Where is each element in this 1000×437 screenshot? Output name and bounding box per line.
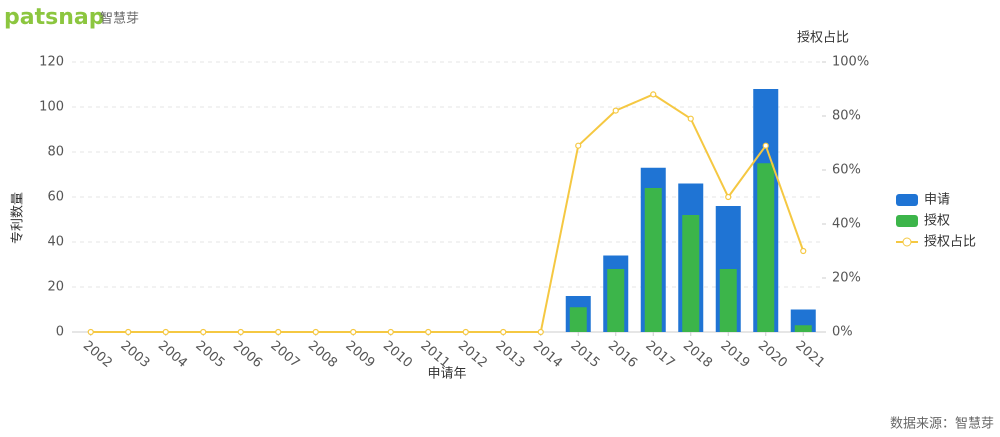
y2-tick-label: 20%	[832, 271, 861, 286]
y-tick-label: 120	[39, 55, 64, 70]
point	[800, 247, 807, 255]
x-tick-label: 2020	[755, 338, 790, 371]
point	[537, 328, 544, 336]
x-tick-label: 2014	[530, 338, 565, 371]
point	[275, 328, 282, 336]
x-tick-label: 2013	[492, 338, 527, 371]
y-tick-label: 100	[39, 100, 64, 115]
bar	[644, 188, 662, 332]
bar	[569, 307, 587, 332]
bar	[719, 269, 737, 332]
legend-label: 申请	[924, 193, 950, 208]
point	[237, 328, 244, 336]
y2-tick-label: 60%	[832, 163, 861, 178]
bar	[757, 163, 775, 332]
bar	[794, 325, 812, 332]
y-tick-label: 40	[47, 235, 64, 250]
x-tick-label: 2005	[192, 338, 227, 371]
x-tick-label: 2003	[117, 338, 152, 371]
point	[425, 328, 432, 336]
x-tick-label: 2017	[642, 338, 677, 371]
y2-tick-label: 0%	[832, 325, 853, 340]
brand-logo: patsnap	[4, 5, 104, 30]
point	[387, 328, 394, 336]
point	[312, 328, 319, 336]
x-tick-label: 2002	[80, 338, 115, 371]
line	[90, 93, 805, 333]
x-tick-label: 2016	[605, 338, 640, 371]
legend-label: 授权	[924, 213, 950, 229]
y2-tick-label: 80%	[832, 109, 861, 124]
point	[350, 328, 357, 336]
legend-swatch	[896, 194, 918, 206]
point	[500, 328, 507, 336]
legend-swatch	[896, 215, 918, 227]
x-tick-label: 2010	[380, 338, 415, 371]
x-tick-label: 2015	[567, 338, 602, 371]
y-tick-label: 60	[47, 190, 64, 205]
point	[87, 328, 94, 336]
x-tick-label: 2021	[792, 338, 827, 371]
x-tick-label: 2009	[342, 338, 377, 371]
x-tick-label: 2004	[155, 338, 190, 371]
x-tick-label: 2019	[717, 338, 752, 371]
x-tick-label: 2006	[230, 338, 265, 371]
bar	[682, 215, 700, 332]
legend-label: 授权占比	[924, 234, 976, 250]
y-tick-label: 20	[47, 280, 64, 295]
legend-swatch	[902, 237, 912, 247]
point	[200, 328, 207, 336]
point	[725, 193, 732, 201]
y-tick-label: 80	[47, 145, 64, 160]
x-tick-label: 2007	[267, 338, 302, 371]
point	[612, 107, 619, 114]
point	[762, 142, 769, 149]
x-tick-label: 2008	[305, 338, 340, 371]
y2-axis-title: 授权占比	[797, 30, 849, 46]
point	[650, 91, 657, 98]
source: 数据来源：智慧芽	[890, 416, 994, 432]
point	[687, 115, 694, 122]
brand-cn: 智慧芽	[100, 11, 139, 27]
point	[125, 328, 132, 336]
point	[575, 142, 582, 149]
y-axis-title: 专利数量	[11, 192, 26, 244]
y-tick-label: 0	[56, 325, 64, 340]
point	[162, 328, 169, 336]
point	[462, 328, 469, 336]
y2-tick-label: 40%	[832, 217, 861, 232]
x-tick-label: 2018	[680, 338, 715, 371]
bar	[607, 269, 625, 332]
x-axis-title: 申请年	[427, 367, 466, 382]
y2-tick-label: 100%	[832, 55, 869, 70]
